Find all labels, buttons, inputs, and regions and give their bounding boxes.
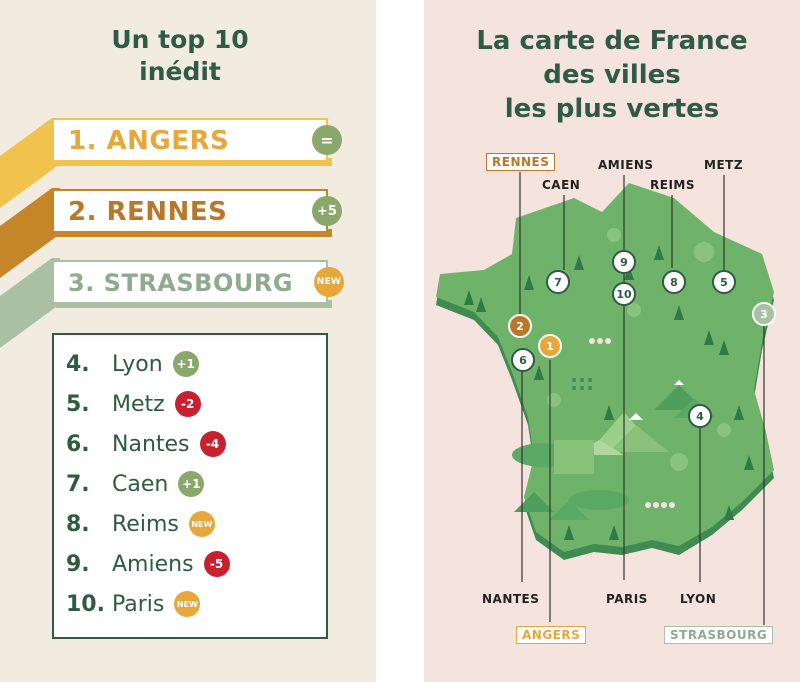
city-label-amiens: AMIENS	[598, 158, 654, 172]
map-title-line2: des villes	[543, 60, 681, 90]
ribbon-bronze	[0, 188, 60, 278]
list-rank: 8.	[66, 511, 90, 537]
map-marker-4: 4	[688, 404, 712, 428]
city-label-caen: CAEN	[542, 178, 581, 192]
map-marker-6: 6	[511, 348, 535, 372]
list-item: 6. Nantes -4	[66, 429, 226, 459]
list-rank: 10.	[66, 591, 105, 617]
list-city: Reims	[112, 511, 179, 537]
list-rank: 5.	[66, 391, 90, 417]
city-label-metz: METZ	[704, 158, 744, 172]
rank-change-badge: +1	[178, 471, 205, 497]
rank-change-badge: +5	[312, 196, 342, 226]
list-item: 9. Amiens -5	[66, 549, 230, 579]
map-title-line1: La carte de France	[476, 26, 748, 56]
podium-label: 2. RENNES	[68, 197, 228, 227]
city-label-lyon: LYON	[680, 592, 717, 606]
list-item: 7. Caen +1	[66, 469, 205, 499]
podium-shadow-1	[56, 158, 332, 166]
map-marker-8: 8	[662, 270, 686, 294]
map-marker-9: 9	[612, 250, 636, 274]
map-marker-5: 5	[712, 270, 736, 294]
list-item: 10. Paris NEW	[66, 589, 201, 619]
new-badge: NEW	[174, 591, 201, 617]
ranking-title-line2: inédit	[139, 57, 221, 86]
city-label-nantes: NANTES	[482, 592, 540, 606]
rank-change-badge: -2	[174, 391, 201, 417]
list-item: 4. Lyon +1	[66, 349, 199, 379]
podium-item-strasbourg: 3. STRASBOURG	[52, 260, 328, 304]
new-badge: NEW	[314, 267, 344, 297]
podium-shadow-2	[56, 229, 332, 237]
city-label-strasbourg: STRASBOURG	[664, 626, 774, 644]
list-item: 5. Metz -2	[66, 389, 201, 419]
ranking-title-line1: Un top 10	[111, 25, 249, 54]
list-rank: 7.	[66, 471, 90, 497]
map-panel: La carte de France des villes les plus v…	[424, 0, 800, 682]
map-marker-7: 7	[546, 270, 570, 294]
list-city: Nantes	[112, 431, 190, 457]
map-marker-10: 10	[612, 282, 636, 306]
rank-change-badge: -4	[199, 431, 226, 457]
new-badge: NEW	[188, 511, 215, 537]
ranking-title: Un top 10 inédit	[60, 24, 300, 88]
ranking-panel: Un top 10 inédit 1. ANGERS = 2. RENNES +…	[0, 0, 376, 682]
podium-item-rennes: 2. RENNES	[52, 189, 328, 233]
rank-change-badge: +1	[172, 351, 199, 377]
list-rank: 4.	[66, 351, 90, 377]
city-label-angers: ANGERS	[516, 626, 587, 644]
ranking-list: 4. Lyon +1 5. Metz -2 6. Nantes -4 7. Ca…	[52, 333, 328, 639]
list-city: Lyon	[112, 351, 163, 377]
city-label-rennes: RENNES	[486, 153, 556, 171]
podium-label: 3. STRASBOURG	[68, 269, 294, 297]
rank-change-badge: =	[312, 125, 342, 155]
list-city: Amiens	[112, 551, 194, 577]
list-city: Metz	[112, 391, 165, 417]
france-map-illustration	[436, 172, 774, 625]
ribbon-sage	[0, 258, 60, 348]
map-title: La carte de France des villes les plus v…	[452, 24, 772, 126]
rank-change-badge: -5	[203, 551, 230, 577]
list-rank: 6.	[66, 431, 90, 457]
list-city: Caen	[112, 471, 169, 497]
city-label-paris: PARIS	[606, 592, 648, 606]
list-rank: 9.	[66, 551, 90, 577]
podium-item-angers: 1. ANGERS	[52, 118, 328, 162]
map-marker-3: 3	[752, 302, 776, 326]
list-item: 8. Reims NEW	[66, 509, 215, 539]
city-label-reims: REIMS	[650, 178, 695, 192]
map-title-line3: les plus vertes	[504, 94, 720, 124]
podium-label: 1. ANGERS	[68, 126, 230, 156]
map-marker-1: 1	[538, 334, 562, 358]
podium-shadow-3	[56, 300, 332, 308]
list-city: Paris	[112, 591, 165, 617]
ribbon-gold	[0, 118, 60, 208]
map-marker-2: 2	[508, 314, 532, 338]
